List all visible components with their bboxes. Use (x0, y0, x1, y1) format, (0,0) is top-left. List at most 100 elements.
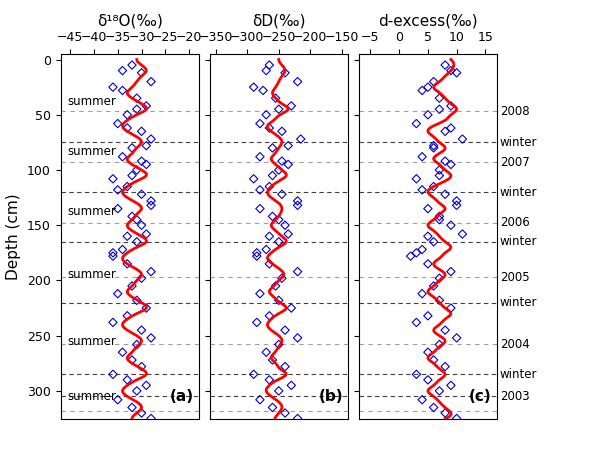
Point (435, 94, 444, 102)
Point (264, 124, 274, 131)
Point (252, 249, 262, 256)
Point (446, 221, 456, 229)
Point (441, 128, 450, 135)
Point (255, 396, 265, 403)
Point (137, 274, 147, 282)
Point (423, 111, 433, 118)
Point (113, 205, 122, 212)
Text: 2007: 2007 (500, 156, 530, 169)
Point (452, 197, 462, 204)
Point (127, 404, 137, 411)
Text: 2003: 2003 (500, 390, 529, 403)
Point (293, 268, 302, 275)
Point (261, 111, 271, 118)
Point (441, 62, 450, 69)
Point (423, 312, 433, 319)
Point (252, 319, 262, 326)
Point (249, 371, 259, 378)
Point (423, 376, 433, 383)
Point (458, 135, 467, 143)
Point (280, 69, 290, 76)
Point (122, 233, 132, 240)
Point (137, 191, 147, 198)
Point (429, 183, 439, 190)
Text: summer: summer (67, 268, 116, 281)
Point (264, 260, 274, 267)
Point (429, 404, 439, 411)
Point (258, 87, 268, 94)
Point (255, 186, 265, 194)
Point (277, 274, 287, 282)
Point (264, 312, 274, 319)
Point (280, 410, 290, 417)
Point (423, 84, 433, 91)
Point (274, 216, 284, 223)
Point (268, 213, 278, 220)
Point (284, 230, 293, 238)
Text: winter: winter (500, 185, 537, 198)
Point (284, 142, 293, 149)
Text: winter: winter (500, 296, 537, 309)
Point (122, 183, 132, 190)
Point (137, 69, 147, 76)
Point (255, 153, 265, 160)
Point (441, 327, 450, 334)
Point (435, 341, 444, 348)
Point (122, 376, 132, 383)
Title: δD(‰): δD(‰) (252, 14, 305, 29)
Point (264, 62, 274, 69)
Point (132, 106, 142, 113)
Text: 2006: 2006 (500, 216, 530, 230)
Point (252, 252, 262, 260)
Text: 2008: 2008 (500, 105, 529, 118)
Point (277, 158, 287, 165)
Point (441, 410, 450, 417)
Point (141, 161, 151, 168)
Point (132, 297, 142, 304)
Point (452, 334, 462, 342)
Point (118, 246, 127, 253)
Point (146, 415, 156, 422)
Point (418, 87, 427, 94)
Point (113, 120, 122, 127)
Text: summer: summer (67, 335, 116, 348)
Text: winter: winter (500, 235, 537, 248)
Point (423, 205, 433, 212)
Point (118, 153, 127, 160)
Text: 2005: 2005 (500, 270, 529, 284)
Point (127, 282, 137, 289)
Point (271, 94, 281, 102)
Title: d-excess(‰): d-excess(‰) (378, 14, 478, 29)
Point (261, 67, 271, 74)
Point (122, 124, 132, 131)
Point (287, 382, 296, 389)
Point (277, 191, 287, 198)
Point (108, 249, 118, 256)
Point (132, 341, 142, 348)
Point (287, 305, 296, 312)
Point (146, 268, 156, 275)
Text: (a): (a) (170, 389, 194, 404)
Point (441, 158, 450, 165)
Point (458, 230, 467, 238)
Point (446, 161, 456, 168)
Point (435, 387, 444, 395)
Point (418, 396, 427, 403)
Point (137, 221, 147, 229)
Point (293, 415, 302, 422)
Point (411, 120, 421, 127)
Point (274, 387, 284, 395)
Point (429, 142, 439, 149)
Point (441, 363, 450, 370)
Point (429, 356, 439, 364)
Point (146, 78, 156, 85)
Point (141, 382, 151, 389)
Text: summer: summer (67, 95, 116, 108)
Point (264, 183, 274, 190)
Point (122, 111, 132, 118)
Point (435, 274, 444, 282)
Text: 2004: 2004 (500, 338, 530, 351)
Point (406, 252, 416, 260)
Point (411, 319, 421, 326)
Point (261, 349, 271, 356)
